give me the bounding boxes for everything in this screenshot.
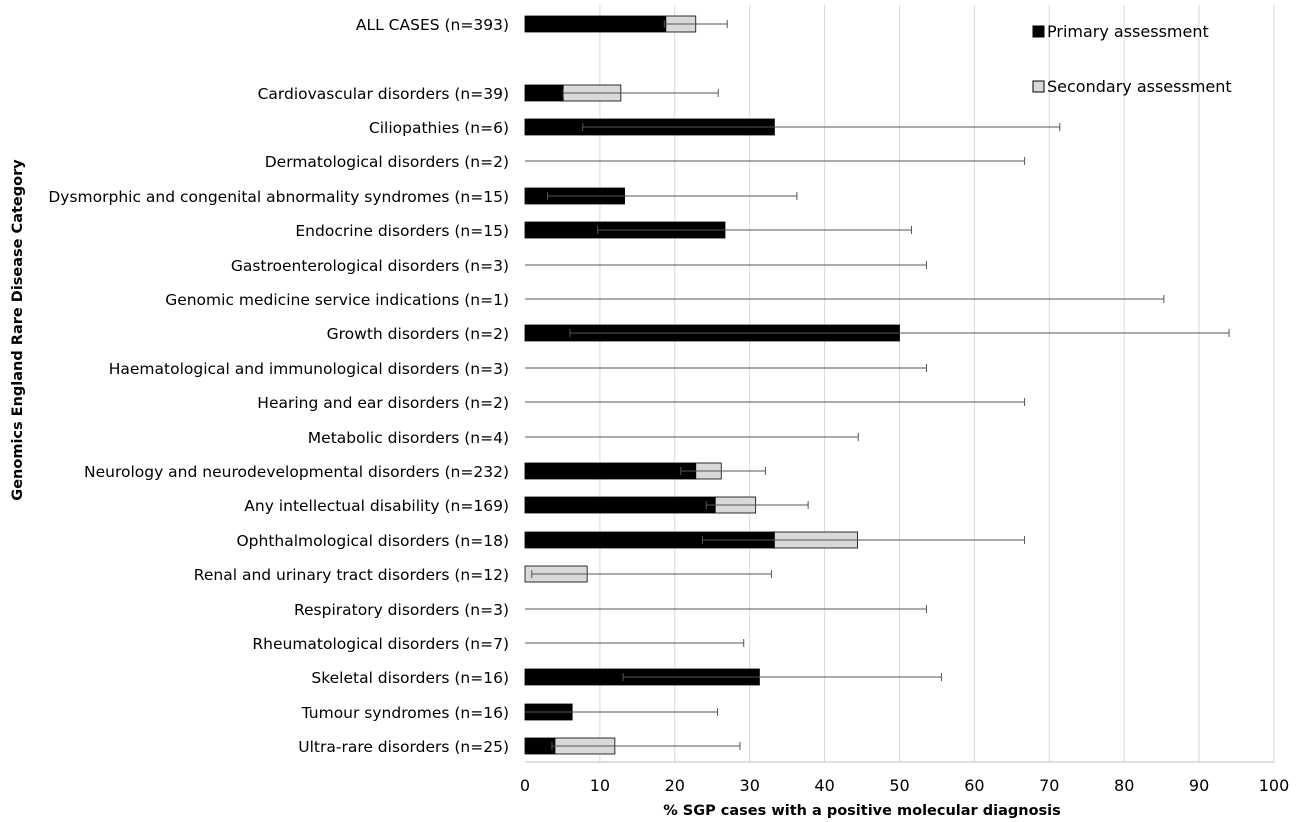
category-label: Ciliopathies (n=6)	[369, 119, 509, 137]
x-tick-label-50: 50	[889, 776, 909, 795]
category-label: Metabolic disorders (n=4)	[308, 429, 509, 447]
x-axis-title: % SGP cases with a positive molecular di…	[663, 803, 1061, 819]
category-label: Renal and urinary tract disorders (n=12)	[194, 566, 509, 584]
category-label: Ultra-rare disorders (n=25)	[298, 738, 509, 756]
category-label: Haematological and immunological disorde…	[109, 360, 509, 378]
error-bars	[525, 20, 1230, 750]
category-label: Neurology and neurodevelopmental disorde…	[84, 463, 509, 481]
category-label: Rheumatological disorders (n=7)	[252, 635, 509, 653]
bars	[524, 15, 900, 755]
legend-label-secondary: Secondary assessment	[1047, 77, 1232, 96]
legend-swatch-secondary	[1032, 80, 1045, 93]
x-tick-label-80: 80	[1114, 776, 1134, 795]
category-label: Hearing and ear disorders (n=2)	[257, 394, 509, 412]
category-label: Ophthalmological disorders (n=18)	[236, 532, 509, 550]
category-label: ALL CASES (n=393)	[356, 16, 509, 34]
bar-primary	[524, 84, 564, 102]
bar-primary	[524, 496, 716, 514]
x-axis: 0 10 20 30 40 50 60 70 80 90 100	[520, 761, 1290, 795]
category-label: Respiratory disorders (n=3)	[294, 601, 509, 619]
x-tick-label-90: 90	[1189, 776, 1209, 795]
category-label: Dermatological disorders (n=2)	[265, 153, 509, 171]
bar-primary	[524, 15, 667, 33]
category-label: Gastroenterological disorders (n=3)	[231, 257, 509, 275]
category-label: Any intellectual disability (n=169)	[244, 497, 509, 515]
category-label: Endocrine disorders (n=15)	[295, 222, 509, 240]
x-tick-label-0: 0	[520, 776, 530, 795]
category-label: Growth disorders (n=2)	[327, 325, 509, 343]
x-tick-label-20: 20	[665, 776, 685, 795]
legend-swatch-primary	[1032, 25, 1045, 38]
bar-primary	[524, 462, 697, 480]
x-tick-label-30: 30	[740, 776, 760, 795]
category-label: Cardiovascular disorders (n=39)	[258, 85, 509, 103]
bar-primary	[524, 737, 556, 755]
category-label: Skeletal disorders (n=16)	[311, 669, 509, 687]
category-label: Dysmorphic and congenital abnormality sy…	[48, 188, 509, 206]
legend: Primary assessment Secondary assessment	[1032, 22, 1232, 96]
category-label: Genomic medicine service indications (n=…	[165, 291, 509, 309]
x-tick-label-70: 70	[1039, 776, 1059, 795]
legend-label-primary: Primary assessment	[1047, 22, 1209, 41]
category-labels: ALL CASES (n=393) Cardiovascular disorder…	[48, 16, 509, 756]
x-tick-label-100: 100	[1259, 776, 1290, 795]
gridlines	[599, 5, 1275, 762]
x-tick-label-10: 10	[590, 776, 610, 795]
x-tick-label-60: 60	[964, 776, 984, 795]
x-tick-label-40: 40	[814, 776, 834, 795]
category-label: Tumour syndromes (n=16)	[301, 704, 509, 722]
y-axis-title: Genomics England Rare Disease Category	[10, 159, 26, 501]
